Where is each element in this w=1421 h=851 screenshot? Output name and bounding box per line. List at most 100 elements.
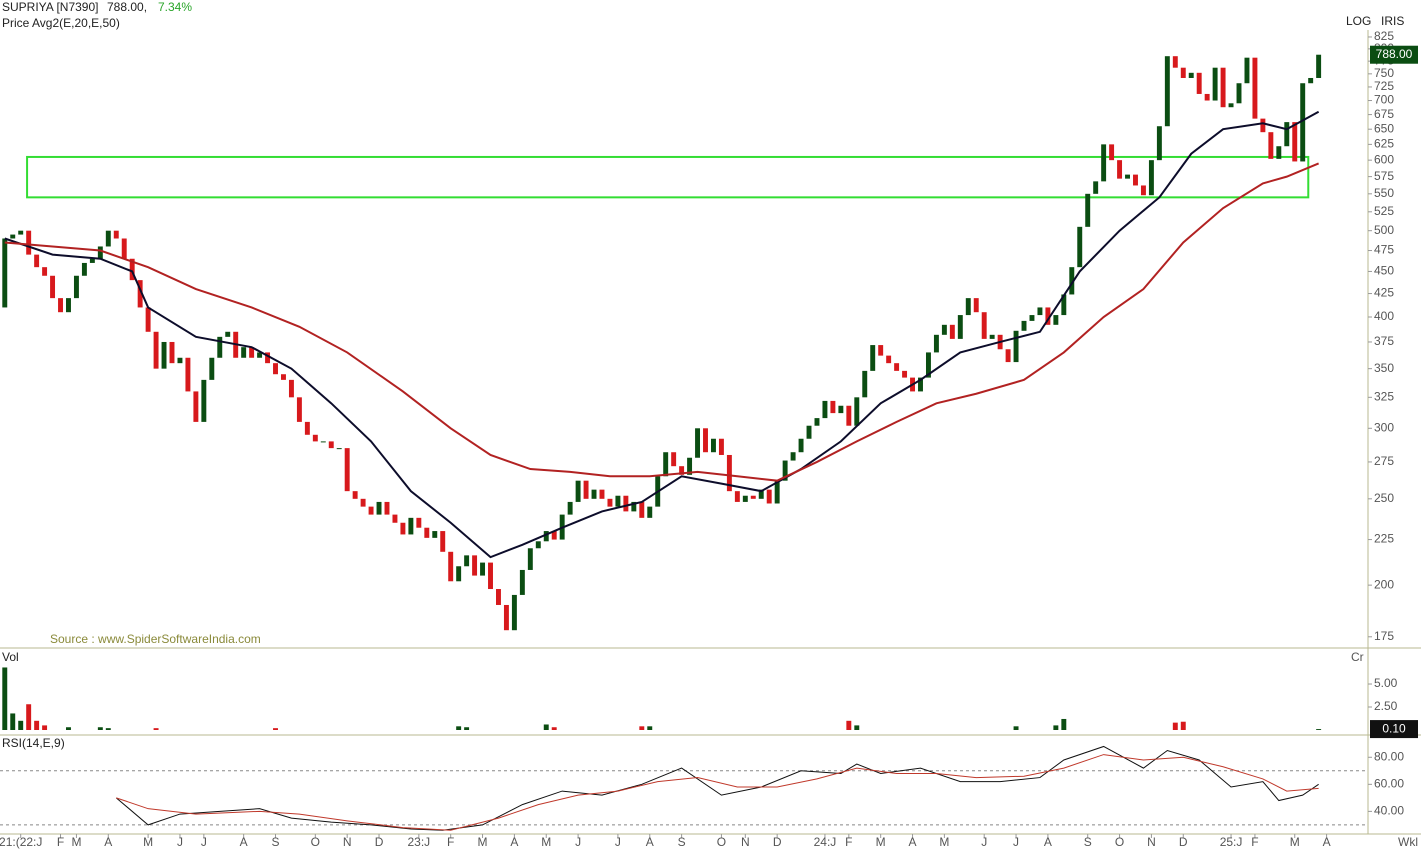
x-tick-label: O bbox=[1115, 835, 1124, 849]
candle-body bbox=[663, 452, 669, 477]
x-tick-label: A bbox=[240, 835, 248, 849]
y-tick-label: 175 bbox=[1374, 629, 1394, 643]
candle-body bbox=[894, 363, 900, 371]
x-tick-label: 25:J bbox=[1220, 835, 1243, 849]
candle-body bbox=[400, 522, 406, 535]
x-tick-label: M bbox=[541, 835, 551, 849]
x-tick-label: O bbox=[311, 835, 320, 849]
candle-body bbox=[352, 491, 358, 499]
candle-body bbox=[257, 352, 263, 358]
y-tick-label: 2.50 bbox=[1374, 699, 1398, 713]
candle-body bbox=[1268, 132, 1274, 159]
x-tick-label: J bbox=[177, 835, 183, 849]
candle-body bbox=[105, 230, 111, 247]
volume-bar bbox=[1061, 718, 1067, 730]
candle-body bbox=[1133, 174, 1138, 186]
y-tick-label: 300 bbox=[1374, 420, 1394, 434]
candle-body bbox=[89, 258, 95, 263]
candle-body bbox=[1196, 72, 1202, 94]
x-tick-label: J bbox=[201, 835, 207, 849]
x-tick-label: A bbox=[646, 835, 654, 849]
candle-body bbox=[440, 531, 446, 552]
candle-body bbox=[312, 434, 318, 442]
candle-body bbox=[384, 501, 390, 515]
candle-body bbox=[846, 405, 852, 426]
candle-body bbox=[1172, 56, 1178, 68]
rsi-title: RSI(14,E,9) bbox=[2, 736, 65, 750]
y-tick-label: 575 bbox=[1374, 169, 1394, 183]
candle-body bbox=[965, 298, 971, 316]
candle-body bbox=[408, 517, 414, 535]
candle-body bbox=[647, 506, 653, 518]
candle-body bbox=[34, 254, 40, 268]
y-tick-label: 275 bbox=[1374, 454, 1394, 468]
candle-body bbox=[1140, 185, 1146, 196]
candle-body bbox=[750, 495, 756, 499]
x-tick-label: D bbox=[1179, 835, 1188, 849]
x-tick-label: A bbox=[510, 835, 518, 849]
candle-body bbox=[304, 421, 310, 435]
candle-body bbox=[519, 569, 525, 595]
candle-body bbox=[1228, 103, 1234, 108]
candle-body bbox=[838, 405, 844, 414]
y-tick-label: 325 bbox=[1374, 389, 1394, 403]
candle-body bbox=[328, 441, 334, 449]
y-tick-label: 600 bbox=[1374, 152, 1394, 166]
x-tick-label: 21:(22:J bbox=[0, 835, 42, 849]
candle-body bbox=[249, 347, 255, 358]
candle-body bbox=[695, 428, 701, 458]
x-tick-label: S bbox=[272, 835, 280, 849]
candle-body bbox=[918, 377, 923, 392]
x-tick-label: A bbox=[1323, 835, 1331, 849]
candle-body bbox=[1252, 57, 1258, 119]
volume-bar bbox=[34, 720, 40, 730]
candle-body bbox=[145, 307, 151, 332]
volume-bar bbox=[647, 726, 653, 730]
candle-body bbox=[288, 379, 294, 398]
candle-body bbox=[1148, 160, 1154, 196]
candle-body bbox=[1061, 294, 1067, 316]
y-tick-label: 80.00 bbox=[1374, 749, 1404, 763]
volume-bar bbox=[2, 667, 8, 730]
volume-bar bbox=[854, 725, 860, 730]
volume-bar bbox=[26, 704, 32, 730]
candle-body bbox=[599, 489, 605, 499]
moving-average bbox=[4, 162, 1320, 482]
candle-body bbox=[1220, 67, 1226, 108]
candle-body bbox=[742, 495, 748, 502]
candle-body bbox=[902, 370, 908, 378]
volume-bar bbox=[153, 728, 159, 730]
candle-body bbox=[1085, 193, 1091, 227]
x-tick-label: N bbox=[741, 835, 750, 849]
candle-body bbox=[73, 275, 79, 299]
candle-body bbox=[392, 514, 398, 523]
candle-body bbox=[10, 234, 16, 239]
x-tick-label: J bbox=[615, 835, 621, 849]
candle-body bbox=[169, 341, 175, 364]
candle-body bbox=[830, 400, 836, 414]
candle-body bbox=[1053, 315, 1059, 325]
candle-body bbox=[480, 562, 486, 576]
y-tick-label: 525 bbox=[1374, 204, 1394, 218]
candle-body bbox=[543, 531, 549, 542]
candle-body bbox=[66, 298, 71, 313]
y-tick-label: 5.00 bbox=[1374, 676, 1398, 690]
candle-body bbox=[989, 334, 995, 339]
candle-body bbox=[488, 562, 493, 590]
y-tick-label: 475 bbox=[1374, 243, 1394, 257]
candle-body bbox=[503, 604, 509, 631]
volume-bar bbox=[846, 720, 852, 730]
subtitle: Price Avg2(E,20,E,50) bbox=[2, 16, 120, 30]
candle-body bbox=[464, 555, 470, 567]
y-tick-label: 750 bbox=[1374, 66, 1394, 80]
candle-body bbox=[1077, 226, 1083, 268]
change-text: 7.34% bbox=[158, 0, 192, 14]
candle-body bbox=[1236, 83, 1242, 104]
volume-bar bbox=[97, 727, 103, 730]
x-tick-label: J bbox=[981, 835, 987, 849]
y-tick-label: 400 bbox=[1374, 309, 1394, 323]
x-tick-label: F bbox=[447, 835, 454, 849]
price-box bbox=[1370, 45, 1418, 64]
candle-body bbox=[631, 501, 637, 512]
